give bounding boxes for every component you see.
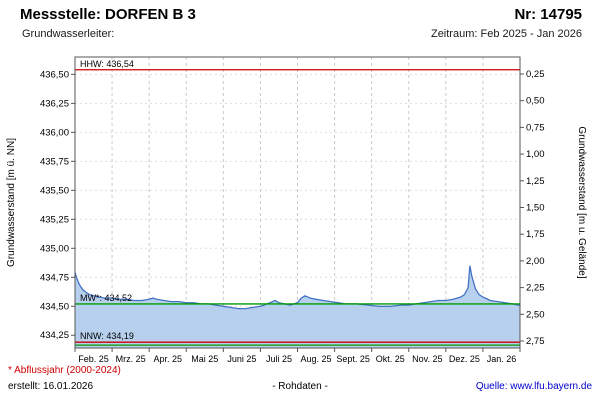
x-tick-label: Jan. 26 <box>487 354 517 364</box>
y-left-tick-label: 435,00 <box>40 243 69 254</box>
refline-label-NNW: NNW: 434,19 <box>80 331 134 341</box>
y-right-tick-label: 2,50 <box>526 309 545 320</box>
x-tick-label: Dez. 25 <box>449 354 480 364</box>
y-left-tick-label: 435,75 <box>40 156 69 167</box>
refline-label-HHW: HHW: 436,54 <box>80 59 134 69</box>
abflussjahr-note: * Abflussjahr (2000-2024) <box>8 365 121 376</box>
y-right-tick-label: 1,50 <box>526 203 545 214</box>
y-right-tick-label: 1,25 <box>526 176 545 187</box>
x-tick-label: Apr. 25 <box>153 354 182 364</box>
y-left-tick-label: 434,75 <box>40 272 69 283</box>
y-left-tick-label: 434,50 <box>40 301 69 312</box>
x-tick-label: Mrz. 25 <box>116 354 146 364</box>
y-left-axis-title: Grundwasserstand [m ü. NN] <box>6 138 17 267</box>
y-right-tick-label: 0,50 <box>526 96 545 107</box>
y-right-tick-label: 2,25 <box>526 283 545 294</box>
groundwater-area-fill <box>75 265 520 348</box>
period-label: Zeitraum: Feb 2025 - Jan 2026 <box>430 28 582 40</box>
x-tick-label: Aug. 25 <box>301 354 332 364</box>
x-tick-label: Nov. 25 <box>412 354 442 364</box>
x-tick-label: Juli 25 <box>266 354 292 364</box>
y-right-tick-label: 0,75 <box>526 122 545 133</box>
rohdaten-label: - Rohdaten - <box>272 381 328 392</box>
y-right-tick-label: 1,75 <box>526 229 545 240</box>
y-left-tick-label: 435,50 <box>40 185 69 196</box>
x-tick-label: Sept. 25 <box>336 354 370 364</box>
x-tick-label: Mai 25 <box>191 354 218 364</box>
y-left-tick-label: 436,50 <box>40 69 69 80</box>
y-right-tick-label: 2,75 <box>526 336 545 347</box>
x-tick-label: Feb. 25 <box>78 354 109 364</box>
station-number: Nr: 14795 <box>514 6 582 23</box>
y-left-tick-label: 434,25 <box>40 330 69 341</box>
y-right-axis-title: Grundwasserstand [m u. Gelände] <box>576 126 587 279</box>
y-right-tick-label: 0,25 <box>526 69 545 80</box>
created-date: erstellt: 16.01.2026 <box>8 381 94 392</box>
y-left-tick-label: 436,25 <box>40 98 69 109</box>
y-right-tick-label: 1,00 <box>526 149 545 160</box>
x-tick-label: Okt. 25 <box>376 354 405 364</box>
refline-label-MW: MW*: 434,52 <box>80 293 132 303</box>
source-link[interactable]: Quelle: www.lfu.bayern.de <box>475 381 592 392</box>
y-left-tick-label: 436,00 <box>40 127 69 138</box>
aquifer-label: Grundwasserleiter: <box>22 28 115 40</box>
x-tick-label: Juni 25 <box>227 354 256 364</box>
y-left-tick-label: 435,25 <box>40 214 69 225</box>
y-right-tick-label: 2,00 <box>526 256 545 267</box>
station-title: Messstelle: DORFEN B 3 <box>20 6 196 23</box>
